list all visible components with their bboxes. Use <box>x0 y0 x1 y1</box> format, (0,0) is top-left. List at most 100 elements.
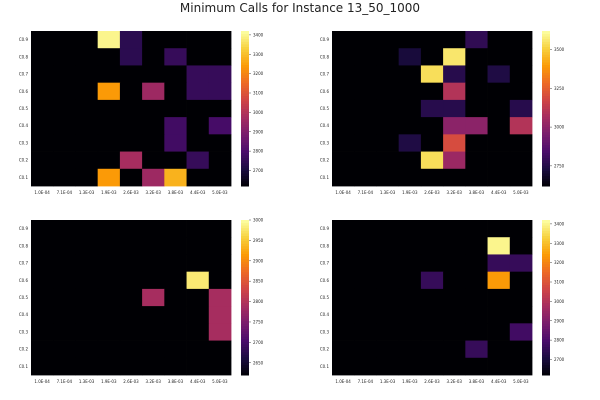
heatmap-cell <box>509 323 533 341</box>
heatmap-cell <box>97 306 121 324</box>
heatmap-cell <box>376 48 400 66</box>
colorbar-segment <box>241 354 249 358</box>
heatmap-cell <box>186 357 210 376</box>
heatmap-cell <box>31 168 54 187</box>
x-tick-label: 1.3E-03 <box>380 190 396 195</box>
heatmap-cell <box>208 48 232 66</box>
colorbar-segment <box>241 72 249 76</box>
heatmap-cell <box>75 117 99 135</box>
heatmap-cell <box>398 168 422 187</box>
heatmap-cell <box>119 237 143 255</box>
heatmap-cell <box>31 306 54 324</box>
heatmap-cell <box>208 99 232 118</box>
colorbar-segment <box>542 266 550 270</box>
colorbar-segment <box>241 74 249 78</box>
colorbar-segment <box>542 253 550 257</box>
heatmap-cell <box>31 151 54 170</box>
colorbar-segment <box>542 351 550 355</box>
heatmap-cell <box>420 271 444 290</box>
colorbar-tick-label: 2900 <box>253 258 264 263</box>
heatmap-cell <box>509 99 533 118</box>
heatmap-cell <box>443 340 466 359</box>
heatmap-cell <box>443 151 466 170</box>
heatmap-panel-bottom-left: C0.9 C0.8 C0.7 C0.6 C0.5 C0.4 C0.3 C0.2 C0.1 1.0E… <box>19 218 264 385</box>
heatmap-cell <box>97 65 121 84</box>
heatmap-cell <box>53 271 76 290</box>
colorbar-segment <box>542 243 550 247</box>
heatmap-cell <box>186 340 210 359</box>
heatmap-cell <box>164 151 187 170</box>
heatmap-cell <box>332 340 355 359</box>
heatmap-cell <box>164 254 187 273</box>
y-tick-label: C0.4 <box>19 312 29 317</box>
heatmap-cell <box>97 117 121 135</box>
colorbar-tick-label: 2800 <box>253 149 264 154</box>
heatmap-cell <box>75 340 99 359</box>
heatmap-cell <box>487 168 511 187</box>
heatmap-cell <box>487 48 511 66</box>
y-tick-label: C0.4 <box>19 123 29 128</box>
heatmap-cell <box>186 99 210 118</box>
colorbar-segment <box>542 162 550 166</box>
y-tick-label: C0.4 <box>320 123 330 128</box>
colorbar-segment <box>241 251 249 255</box>
heatmap-cell <box>420 31 444 49</box>
heatmap-cell <box>487 151 511 170</box>
heatmap-cell <box>186 65 210 84</box>
colorbar-segment <box>241 178 249 182</box>
heatmap-cell <box>164 271 187 290</box>
colorbar-segment <box>241 225 249 229</box>
colorbar-segment <box>542 165 550 169</box>
x-tick-label: 7.1E-04 <box>57 190 73 195</box>
colorbar-segment <box>542 118 550 122</box>
y-tick-label: C0.5 <box>320 295 330 300</box>
colorbar-segment <box>241 256 249 260</box>
heatmap-cell <box>398 117 422 135</box>
heatmap-cell <box>53 306 76 324</box>
heatmap-cell <box>208 31 232 49</box>
colorbar-segment <box>241 313 249 317</box>
heatmap-cell <box>208 323 232 341</box>
heatmap-cell <box>142 220 165 238</box>
colorbar-segment <box>241 139 249 143</box>
y-tick-label: C0.1 <box>320 364 330 369</box>
colorbar-segment <box>542 142 550 146</box>
y-tick-label: C0.4 <box>320 312 330 317</box>
heatmap-cell <box>164 134 187 152</box>
colorbar-segment <box>241 227 249 231</box>
colorbar-segment <box>241 344 249 348</box>
heatmap-cell <box>53 340 76 359</box>
heatmap-cell <box>208 65 232 84</box>
heatmap-cell <box>398 271 422 290</box>
colorbar-segment <box>241 297 249 301</box>
colorbar-segment <box>241 43 249 47</box>
colorbar-segment <box>542 362 550 366</box>
colorbar-segment <box>241 263 249 267</box>
y-tick-label: C0.5 <box>19 295 29 300</box>
colorbar-segment <box>241 325 249 329</box>
heatmap-cell <box>509 134 533 152</box>
colorbar-segment <box>241 372 249 376</box>
colorbar-segment <box>241 116 249 120</box>
heatmap-cell <box>376 306 400 324</box>
heatmap-cell <box>398 357 422 376</box>
heatmap-cell <box>420 65 444 84</box>
colorbar-tick-label: 3000 <box>554 125 565 130</box>
heatmap-cell <box>487 357 511 376</box>
colorbar-segment <box>241 323 249 327</box>
colorbar-segment <box>542 134 550 138</box>
heatmap-cell <box>97 99 121 118</box>
colorbar-segment <box>542 315 550 319</box>
heatmap-cell <box>53 288 76 307</box>
colorbar-segment <box>241 103 249 107</box>
heatmap-cell <box>31 65 54 84</box>
heatmap-cell <box>509 48 533 66</box>
heatmap-cell <box>186 134 210 152</box>
colorbar-segment <box>542 238 550 242</box>
colorbar-segment <box>241 38 249 42</box>
colorbar-segment <box>542 349 550 353</box>
colorbar-segment <box>542 235 550 239</box>
colorbar-segment <box>542 87 550 91</box>
heatmap-cell <box>487 134 511 152</box>
